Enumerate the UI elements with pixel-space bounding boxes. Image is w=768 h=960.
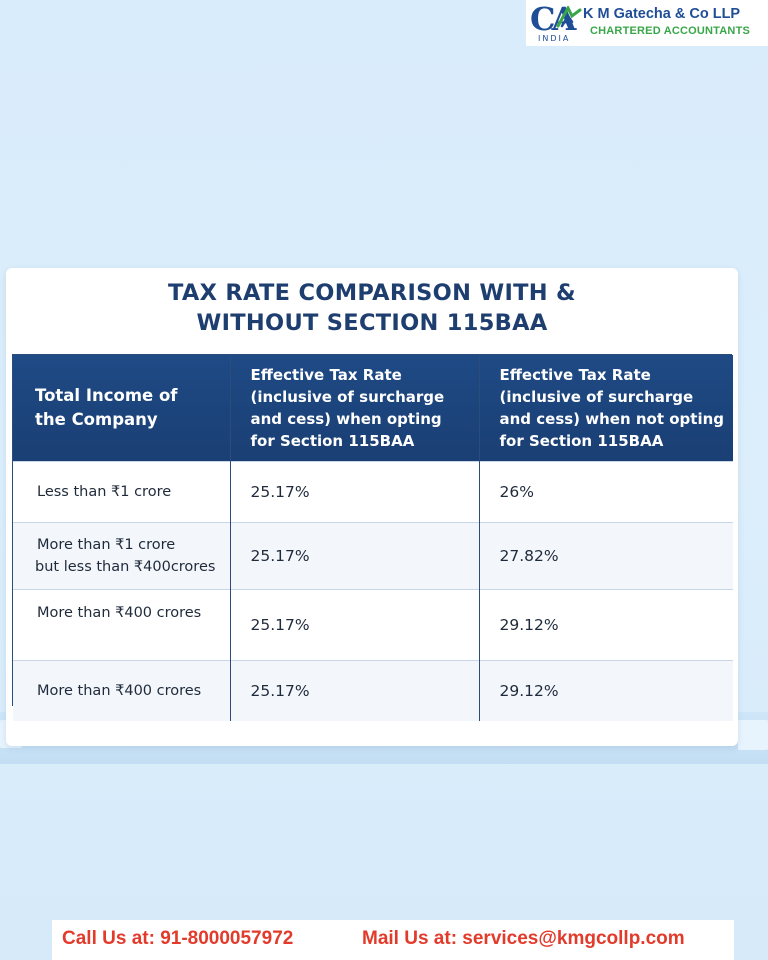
header-line: (inclusive of surcharge bbox=[250, 388, 445, 406]
header-line: and cess) when opting bbox=[250, 410, 442, 428]
income-bracket: More than ₹1 crore but less than ₹400cro… bbox=[13, 522, 231, 590]
header-line: Effective Tax Rate bbox=[499, 366, 651, 384]
income-bracket: Less than ₹1 crore bbox=[13, 461, 231, 523]
ca-india-logo-icon: CA INDIA bbox=[530, 0, 582, 44]
income-bracket-text: More than ₹400 crores bbox=[37, 605, 202, 621]
firm-name: K M Gatecha & Co LLP bbox=[583, 6, 741, 22]
table-row: More than ₹400 crores 25.17% 29.12% bbox=[13, 660, 733, 721]
table-row: More than ₹400 crores 25.17% 29.12% bbox=[13, 589, 733, 661]
table-row: More than ₹1 crore but less than ₹400cro… bbox=[13, 522, 733, 590]
rate-opting: 25.17% bbox=[230, 522, 480, 590]
table-header-row: Total Income of the Company Effective Ta… bbox=[13, 355, 733, 462]
header-not-opting: Effective Tax Rate (inclusive of surchar… bbox=[479, 355, 733, 462]
contact-footer: Call Us at: 91-8000057972 Mail Us at: se… bbox=[52, 920, 734, 960]
table-row: Less than ₹1 crore 25.17% 26% bbox=[13, 461, 733, 523]
mail-us-email[interactable]: Mail Us at: services@kmgcollp.com bbox=[362, 928, 685, 949]
header-line: for Section 115BAA bbox=[499, 432, 664, 450]
rate-opting: 25.17% bbox=[230, 660, 480, 721]
header-line: for Section 115BAA bbox=[250, 432, 415, 450]
rate-not-opting: 26% bbox=[479, 461, 733, 523]
logo-india-text: INDIA bbox=[538, 34, 571, 43]
income-bracket-text: More than ₹400 crores bbox=[37, 683, 202, 699]
card-base-right bbox=[738, 720, 768, 750]
income-bracket: More than ₹400 crores bbox=[13, 589, 231, 661]
header-opting: Effective Tax Rate (inclusive of surchar… bbox=[230, 355, 480, 462]
rate-not-opting: 27.82% bbox=[479, 522, 733, 590]
logo-swoosh-icon bbox=[556, 6, 582, 28]
comparison-table: Total Income of the Company Effective Ta… bbox=[12, 354, 733, 721]
rate-opting: 25.17% bbox=[230, 589, 480, 661]
rate-not-opting: 29.12% bbox=[479, 660, 733, 721]
title-line-2: WITHOUT SECTION 115BAA bbox=[196, 310, 548, 336]
income-bracket-text: but less than ₹400crores bbox=[35, 559, 216, 575]
rate-opting: 25.17% bbox=[230, 461, 480, 523]
title-line-1: TAX RATE COMPARISON WITH & bbox=[168, 280, 576, 306]
page-title: TAX RATE COMPARISON WITH & WITHOUT SECTI… bbox=[6, 278, 738, 338]
rate-not-opting: 29.12% bbox=[479, 589, 733, 661]
header-line: the Company bbox=[35, 410, 158, 429]
header-line: and cess) when not opting bbox=[499, 410, 725, 428]
header-line: (inclusive of surcharge bbox=[499, 388, 694, 406]
comparison-card: TAX RATE COMPARISON WITH & WITHOUT SECTI… bbox=[6, 268, 738, 746]
firm-logo: CA INDIA K M Gatecha & Co LLP CHARTERED … bbox=[526, 0, 768, 46]
header-line: Total Income of bbox=[35, 386, 178, 405]
income-bracket-text: Less than ₹1 crore bbox=[37, 484, 172, 500]
header-total-income: Total Income of the Company bbox=[13, 355, 231, 462]
income-bracket-text: More than ₹1 crore bbox=[37, 537, 176, 553]
income-bracket: More than ₹400 crores bbox=[13, 660, 231, 721]
firm-subtitle: CHARTERED ACCOUNTANTS bbox=[590, 25, 751, 37]
call-us-phone[interactable]: Call Us at: 91-8000057972 bbox=[62, 928, 294, 949]
header-line: Effective Tax Rate bbox=[250, 366, 402, 384]
